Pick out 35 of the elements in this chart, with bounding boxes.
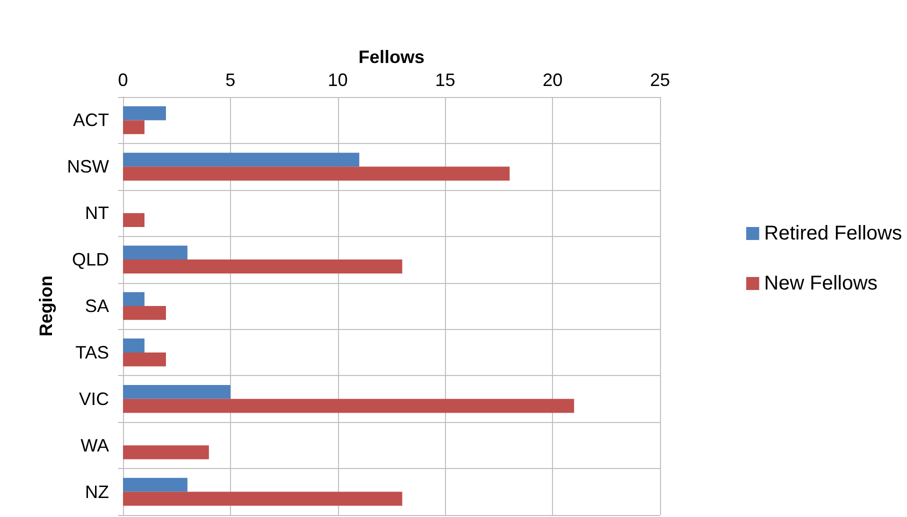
y-tick-label: NSW [67, 156, 110, 177]
y-axis-title: Region [36, 276, 56, 336]
y-tick-label: QLD [72, 250, 109, 270]
x-tick-label: 25 [650, 70, 670, 90]
bar [123, 445, 209, 460]
bar [123, 492, 402, 506]
bar [123, 478, 188, 492]
legend-label: New Fellows [764, 272, 878, 294]
x-tick-label: 10 [328, 70, 348, 90]
x-tick-label: 15 [435, 70, 456, 90]
y-tick-label: TAS [75, 342, 109, 362]
bar [123, 120, 144, 134]
bar [123, 338, 144, 352]
x-axis-title: Fellows [358, 47, 425, 68]
bar [123, 152, 360, 167]
bar [123, 398, 574, 413]
bar [123, 246, 188, 260]
x-tick-label: 20 [542, 70, 563, 90]
y-tick-label: NT [85, 203, 109, 224]
legend-label: Retired Fellows [764, 222, 902, 244]
y-tick-label: VIC [78, 388, 109, 409]
y-tick-label: SA [84, 296, 109, 316]
bar [123, 292, 144, 306]
x-tick-label: 5 [225, 70, 236, 90]
bar [123, 106, 166, 120]
y-tick-label: WA [80, 435, 109, 456]
x-tick-label: 0 [118, 70, 128, 90]
bar [123, 166, 510, 181]
bar [123, 213, 144, 228]
y-tick-label: NZ [85, 482, 109, 502]
bar [123, 306, 166, 320]
bar [123, 384, 230, 399]
bar [123, 260, 402, 274]
bar [123, 352, 166, 366]
y-tick-label: ACT [73, 110, 110, 130]
